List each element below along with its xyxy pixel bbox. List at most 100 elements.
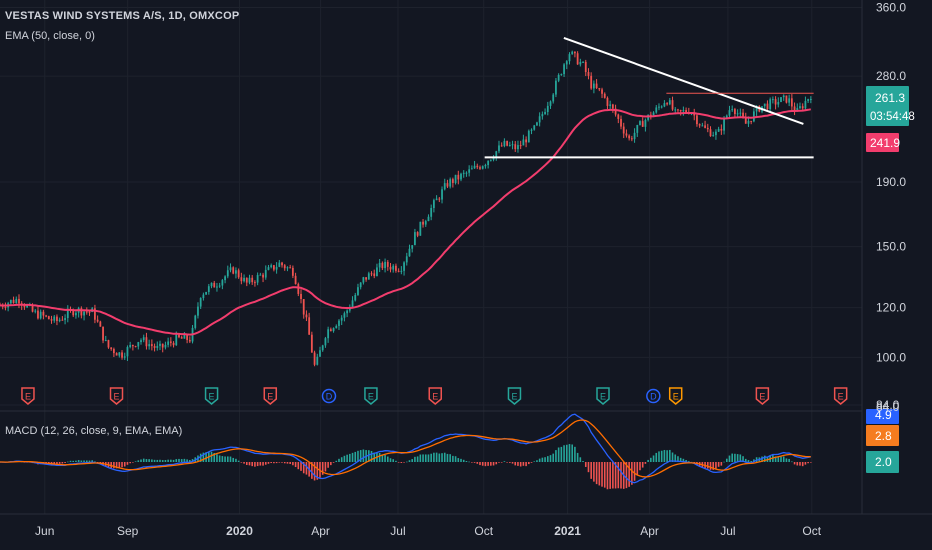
candle-body bbox=[310, 334, 313, 353]
earnings-event-icon[interactable] bbox=[668, 387, 683, 405]
candle-body bbox=[769, 99, 772, 110]
macd-histogram-bar bbox=[614, 462, 617, 489]
candle-body bbox=[351, 300, 354, 308]
split-event-icon[interactable] bbox=[507, 387, 522, 405]
chart-title[interactable]: VESTAS WIND SYSTEMS A/S, 1D, OMXCOP bbox=[5, 10, 240, 22]
macd-histogram-bar bbox=[671, 452, 674, 462]
macd-histogram-bar bbox=[666, 450, 668, 462]
macd-histogram-bar bbox=[362, 449, 365, 462]
macd-histogram-bar bbox=[625, 462, 628, 489]
candle-body bbox=[750, 120, 753, 122]
split-event-icon[interactable] bbox=[596, 387, 610, 405]
macd-pane bbox=[0, 413, 812, 490]
candle-body bbox=[454, 174, 457, 183]
earnings-event-icon[interactable] bbox=[428, 387, 442, 405]
time-tick-label: Oct bbox=[802, 524, 821, 538]
macd-histogram-bar bbox=[392, 459, 395, 462]
macd-histogram-bar bbox=[311, 462, 313, 479]
candle-body bbox=[590, 75, 593, 89]
candle-body bbox=[782, 95, 785, 98]
dividend-event-icon[interactable] bbox=[646, 388, 661, 404]
candle-body bbox=[289, 267, 292, 269]
macd-histogram-bar bbox=[744, 458, 747, 462]
candle-body bbox=[536, 122, 538, 126]
macd-histogram-bar bbox=[142, 458, 145, 462]
candle-body bbox=[23, 305, 26, 308]
macd-histogram-bar bbox=[590, 462, 592, 479]
candle-body bbox=[34, 310, 37, 312]
candle-body bbox=[438, 198, 441, 200]
candle-body bbox=[80, 308, 83, 316]
time-axis[interactable]: Jun Sep 2020 Apr Jul Oct 2021 Apr Jul Oct bbox=[35, 524, 822, 538]
candle-body bbox=[693, 113, 696, 116]
macd-histogram-bar bbox=[264, 462, 267, 465]
candle-body bbox=[283, 265, 286, 269]
macd-histogram-bar bbox=[587, 462, 590, 473]
macd-histogram-bar bbox=[519, 462, 522, 467]
earnings-event-icon[interactable] bbox=[109, 387, 124, 405]
macd-histogram-bar bbox=[400, 462, 403, 463]
macd-legend[interactable]: MACD (12, 26, close, 9, EMA, EMA) bbox=[5, 425, 183, 437]
earnings-event-icon[interactable] bbox=[755, 387, 770, 405]
price-axis[interactable]: 360.0 280.0 190.0 150.0 120.0 100.0 84.0 bbox=[876, 0, 906, 412]
macd-histogram-bar bbox=[213, 452, 216, 462]
macd-histogram-bar bbox=[742, 456, 744, 462]
candle-body bbox=[546, 105, 549, 112]
time-tick-label: 2020 bbox=[226, 524, 253, 538]
split-event-icon[interactable] bbox=[364, 387, 378, 405]
macd-histogram-bar bbox=[140, 459, 142, 462]
event-letter: E bbox=[113, 392, 119, 402]
macd-histogram-bar bbox=[414, 456, 416, 462]
time-tick-label: Jun bbox=[35, 524, 54, 538]
candle-body bbox=[164, 344, 167, 348]
macd-histogram-bar bbox=[574, 446, 576, 462]
event-letter: E bbox=[838, 392, 844, 402]
split-event-icon[interactable] bbox=[204, 387, 219, 405]
candle-body bbox=[514, 144, 517, 150]
ema-legend[interactable]: EMA (50, close, 0) bbox=[5, 30, 95, 42]
earnings-event-icon[interactable] bbox=[21, 387, 35, 405]
macd-histogram-bar bbox=[728, 455, 731, 462]
earnings-event-icon[interactable] bbox=[833, 387, 848, 405]
macd-histogram-bar bbox=[359, 450, 362, 462]
candle-body bbox=[37, 310, 39, 319]
candle-body bbox=[94, 308, 96, 320]
macd-histogram-bar bbox=[338, 458, 340, 462]
macd-histogram-bar bbox=[433, 452, 435, 462]
candle-body bbox=[53, 316, 56, 321]
price-tick-label: 84.0 bbox=[876, 400, 900, 414]
macd-histogram-bar bbox=[514, 462, 517, 466]
macd-histogram-bar bbox=[460, 458, 462, 462]
candle-body bbox=[335, 325, 338, 329]
candle-body bbox=[362, 277, 365, 283]
trendlines[interactable] bbox=[484, 37, 814, 159]
candle-body bbox=[555, 80, 557, 95]
macd-histogram-bar bbox=[788, 458, 790, 462]
earnings-event-icon[interactable] bbox=[263, 387, 278, 405]
macd-histogram-bar bbox=[232, 457, 235, 462]
candle-body bbox=[275, 266, 278, 270]
trendline-descending-resistance[interactable] bbox=[563, 37, 804, 125]
candle-body bbox=[50, 319, 53, 321]
ema-line bbox=[0, 108, 811, 336]
candle-body bbox=[123, 356, 126, 358]
macd-histogram-bar bbox=[75, 460, 77, 462]
candle-body bbox=[408, 248, 411, 257]
candle-body bbox=[503, 140, 506, 147]
macd-histogram-bar bbox=[297, 462, 300, 470]
macd-histogram-bar bbox=[603, 462, 606, 488]
candle-body bbox=[270, 265, 273, 268]
candle-body bbox=[321, 345, 324, 351]
macd-histogram-bar bbox=[167, 459, 169, 462]
candle-body bbox=[137, 342, 140, 347]
time-tick-label: Jul bbox=[390, 524, 405, 538]
macd-histogram-bar bbox=[335, 460, 338, 462]
candle-body bbox=[506, 140, 509, 146]
candle-body bbox=[715, 131, 717, 136]
candle-body bbox=[606, 97, 609, 106]
dividend-event-icon[interactable] bbox=[321, 388, 337, 404]
macd-histogram-bar bbox=[294, 462, 297, 468]
candle-body bbox=[793, 106, 796, 112]
